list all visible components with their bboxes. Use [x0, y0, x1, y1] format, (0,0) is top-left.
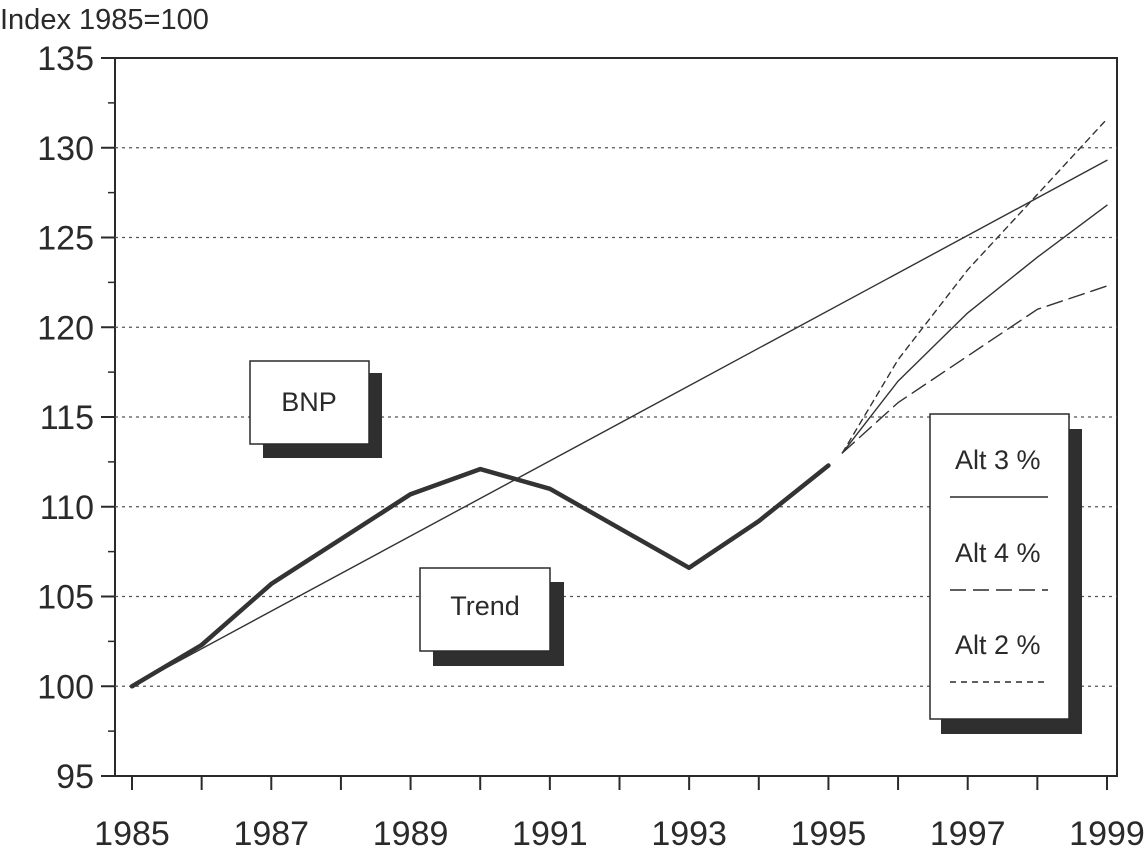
legend: Alt 3 % Alt 4 % Alt 2 % [929, 413, 1082, 734]
series-line-alt-3 [841, 204, 1108, 454]
series-line-alt-4 [841, 285, 1108, 454]
y-tick-label-100: 100 [37, 668, 94, 706]
legend-label-alt3: Alt 3 % [955, 445, 1041, 475]
y-tick-label-105: 105 [37, 579, 94, 617]
legend-label-alt2: Alt 2 % [955, 630, 1041, 660]
trend-annotation-text: Trend [450, 591, 520, 621]
series-lines [129, 118, 1108, 689]
x-tick-label-1987: 1987 [233, 815, 309, 849]
x-axis: 1985 1987 1989 1991 1993 1995 1997 1999 [94, 776, 1145, 849]
bnp-annotation-text: BNP [281, 387, 337, 417]
x-tick-label-1991: 1991 [512, 815, 588, 849]
y-tick-label-95: 95 [56, 758, 94, 796]
y-tick-label-110: 110 [40, 489, 94, 527]
x-tick-label-1995: 1995 [791, 815, 867, 849]
series-line-alt-2 [841, 118, 1108, 454]
y-tick-label-125: 125 [37, 220, 94, 258]
x-tick-label-1993: 1993 [651, 815, 727, 849]
y-tick-label-130: 130 [37, 130, 94, 168]
trend-annotation-box: Trend [419, 567, 564, 666]
bnp-annotation-box: BNP [249, 360, 382, 458]
legend-label-alt4: Alt 4 % [955, 538, 1041, 568]
legend-box [929, 413, 1070, 720]
x-tick-label-1999: 1999 [1069, 815, 1145, 849]
x-tick-label-1989: 1989 [373, 815, 449, 849]
y-axis: 95 100 105 110 115 120 125 130 135 [37, 40, 115, 796]
series-line-trend [131, 159, 1108, 687]
y-axis-unit-label: Index 1985=100 [0, 4, 209, 36]
y-tick-label-120: 120 [37, 309, 94, 347]
y-tick-label-135: 135 [37, 40, 94, 78]
x-tick-label-1985: 1985 [94, 815, 170, 849]
y-tick-label-115: 115 [40, 399, 94, 437]
series-line-bnp [129, 463, 831, 689]
x-tick-label-1997: 1997 [930, 815, 1006, 849]
